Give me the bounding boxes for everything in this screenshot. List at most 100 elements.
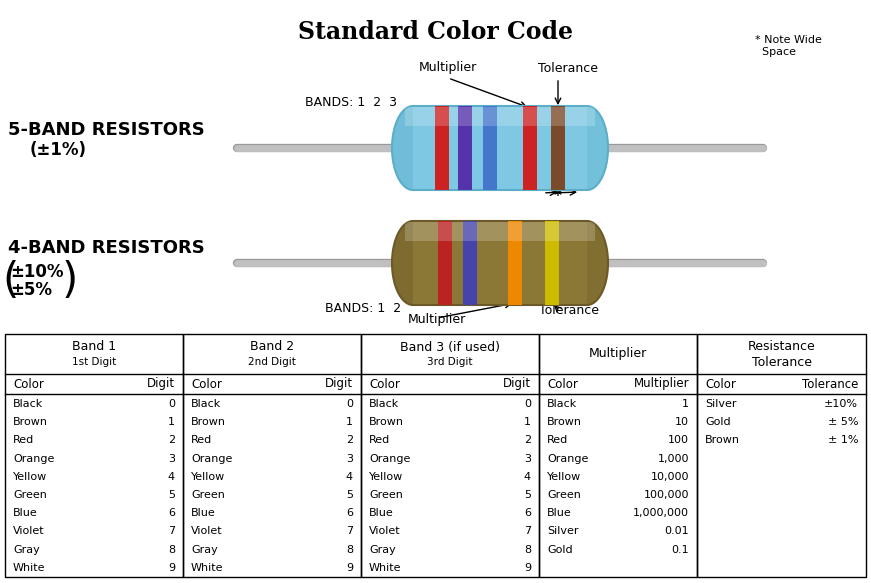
- Polygon shape: [392, 106, 413, 190]
- Text: 7: 7: [523, 526, 531, 536]
- Bar: [697, 334, 866, 577]
- Bar: [523, 105, 537, 191]
- Text: 10: 10: [675, 417, 689, 427]
- Text: (: (: [2, 260, 18, 302]
- Bar: [463, 220, 477, 306]
- Text: 4: 4: [168, 472, 175, 482]
- Text: Orange: Orange: [13, 454, 54, 463]
- Bar: [458, 105, 472, 191]
- Text: Violet: Violet: [369, 526, 401, 536]
- Text: Brown: Brown: [547, 417, 582, 427]
- Text: (±1%): (±1%): [30, 141, 87, 159]
- Text: 3: 3: [346, 454, 353, 463]
- Text: ± 5%: ± 5%: [827, 417, 858, 427]
- Text: 1: 1: [682, 399, 689, 409]
- Text: 1st Digit: 1st Digit: [72, 357, 116, 367]
- Text: Brown: Brown: [369, 417, 404, 427]
- Text: 7: 7: [168, 526, 175, 536]
- Text: 8: 8: [168, 545, 175, 554]
- Text: 7: 7: [346, 526, 353, 536]
- Polygon shape: [587, 106, 608, 190]
- Text: Black: Black: [13, 399, 44, 409]
- Text: 100,000: 100,000: [644, 490, 689, 500]
- Text: 1: 1: [524, 417, 531, 427]
- Text: 4: 4: [346, 472, 353, 482]
- Text: White: White: [369, 563, 402, 573]
- Text: Yellow: Yellow: [547, 472, 581, 482]
- Text: * Note Wide
  Space: * Note Wide Space: [755, 35, 822, 57]
- Text: 4: 4: [523, 472, 531, 482]
- Text: Black: Black: [191, 399, 221, 409]
- Text: Violet: Violet: [191, 526, 223, 536]
- Text: 8: 8: [346, 545, 353, 554]
- Polygon shape: [392, 221, 413, 305]
- Text: 2: 2: [346, 436, 353, 445]
- Bar: [508, 220, 522, 306]
- Text: Gold: Gold: [547, 545, 572, 554]
- Text: Resistance: Resistance: [747, 340, 815, 353]
- Text: White: White: [191, 563, 224, 573]
- Text: 1: 1: [346, 417, 353, 427]
- Text: 1: 1: [168, 417, 175, 427]
- Bar: [545, 220, 559, 306]
- Text: Digit: Digit: [325, 378, 353, 391]
- Text: Gray: Gray: [369, 545, 395, 554]
- Text: Digit: Digit: [503, 378, 531, 391]
- Text: Silver: Silver: [547, 526, 578, 536]
- Text: Digit: Digit: [147, 378, 175, 391]
- Text: Orange: Orange: [191, 454, 233, 463]
- Text: 5: 5: [168, 490, 175, 500]
- Text: Band 3 (if used): Band 3 (if used): [400, 340, 500, 353]
- Text: Standard Color Code: Standard Color Code: [298, 20, 572, 44]
- Text: Red: Red: [191, 436, 213, 445]
- Text: Band 2: Band 2: [250, 340, 294, 353]
- Text: Multiplier: Multiplier: [408, 314, 466, 326]
- Text: ±10%: ±10%: [824, 399, 858, 409]
- Text: Green: Green: [191, 490, 225, 500]
- Text: Green: Green: [369, 490, 403, 500]
- Text: Brown: Brown: [13, 417, 48, 427]
- Bar: [183, 334, 361, 577]
- Bar: [5, 334, 183, 577]
- Text: Brown: Brown: [191, 417, 226, 427]
- Text: ± 1%: ± 1%: [827, 436, 858, 445]
- Text: Color: Color: [191, 378, 222, 391]
- Text: 2: 2: [168, 436, 175, 445]
- Text: 100: 100: [668, 436, 689, 445]
- Text: 3: 3: [168, 454, 175, 463]
- Bar: [361, 334, 539, 577]
- Bar: [483, 105, 497, 191]
- Text: 0: 0: [524, 399, 531, 409]
- Text: Multiplier: Multiplier: [589, 347, 647, 360]
- Text: Tolerance: Tolerance: [752, 356, 812, 368]
- Text: Orange: Orange: [369, 454, 410, 463]
- Text: 10,000: 10,000: [651, 472, 689, 482]
- Text: Silver: Silver: [705, 399, 737, 409]
- Text: 4-BAND RESISTORS: 4-BAND RESISTORS: [8, 239, 205, 257]
- Text: BANDS: 1  2  3: BANDS: 1 2 3: [305, 97, 397, 110]
- Text: Blue: Blue: [191, 508, 216, 518]
- Text: 5: 5: [346, 490, 353, 500]
- Text: Yellow: Yellow: [369, 472, 403, 482]
- Text: 3: 3: [524, 454, 531, 463]
- Text: 6: 6: [346, 508, 353, 518]
- Bar: [435, 105, 449, 191]
- Text: Orange: Orange: [547, 454, 589, 463]
- Text: Red: Red: [369, 436, 390, 445]
- Text: Black: Black: [547, 399, 577, 409]
- Text: 0.01: 0.01: [665, 526, 689, 536]
- Text: Color: Color: [13, 378, 44, 391]
- Text: White: White: [13, 563, 45, 573]
- Text: Red: Red: [547, 436, 568, 445]
- Text: 9: 9: [168, 563, 175, 573]
- Polygon shape: [392, 106, 608, 190]
- Text: 6: 6: [168, 508, 175, 518]
- Text: 2nd Digit: 2nd Digit: [248, 357, 296, 367]
- Text: *: *: [554, 188, 562, 203]
- Text: 2: 2: [523, 436, 531, 445]
- Text: Brown: Brown: [705, 436, 740, 445]
- Polygon shape: [392, 221, 608, 305]
- Text: Green: Green: [13, 490, 47, 500]
- Text: Red: Red: [13, 436, 34, 445]
- Text: Blue: Blue: [369, 508, 394, 518]
